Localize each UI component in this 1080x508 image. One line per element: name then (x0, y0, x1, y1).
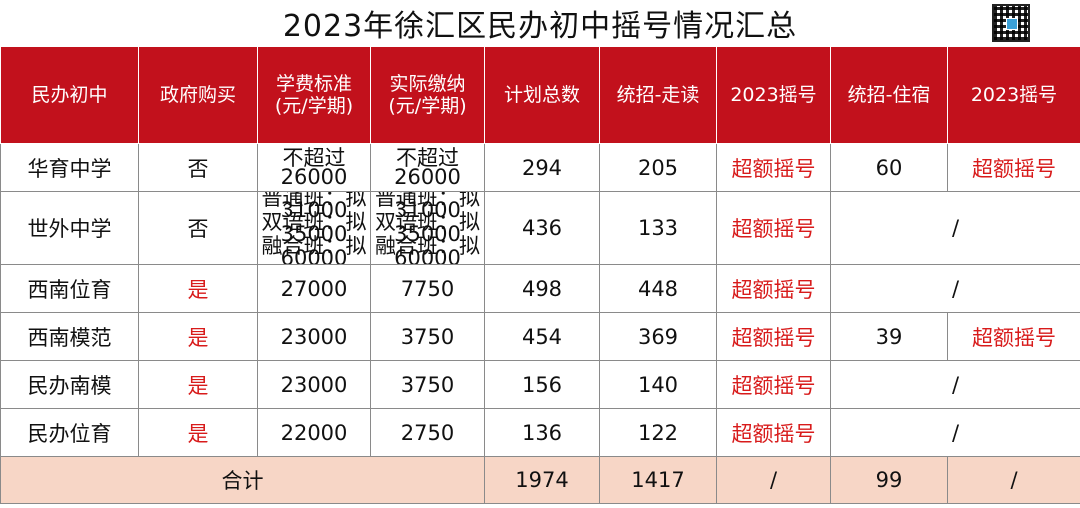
gov-purchase: 是 (139, 313, 258, 361)
header-cell: 计划总数 (485, 47, 600, 144)
school-name: 华育中学 (1, 144, 139, 192)
plan-total: 136 (485, 409, 600, 457)
actual-paid: 3750 (371, 361, 485, 409)
gov-purchase: 是 (139, 265, 258, 313)
table-row: 西南模范 是 23000 3750 454 369 超额摇号 39 超额摇号 (1, 313, 1080, 361)
actual-paid: 2750 (371, 409, 485, 457)
header-cell: 实际缴纳 (元/学期) (371, 47, 485, 144)
table-row: 世外中学 否 普通班：拟31000 双语班：拟35000 融合班：拟60000 … (1, 192, 1080, 265)
header-cell: 政府购买 (139, 47, 258, 144)
table-row: 西南位育 是 27000 7750 498 448 超额摇号 / (1, 265, 1080, 313)
school-name: 民办南模 (1, 361, 139, 409)
walk-in-quota: 140 (600, 361, 717, 409)
total-row: 合计 1974 1417 / 99 / (1, 457, 1080, 504)
header-cell: 2023摇号 (948, 47, 1080, 144)
summary-table: 民办初中 政府购买 学费标准 (元/学期) 实际缴纳 (元/学期) 计划总数 统… (0, 46, 1080, 504)
walk-in-quota: 133 (600, 192, 717, 265)
header-cell: 2023摇号 (717, 47, 831, 144)
total-walk: 1417 (600, 457, 717, 504)
gov-purchase: 是 (139, 409, 258, 457)
school-name: 世外中学 (1, 192, 139, 265)
lottery-board: 超额摇号 (948, 313, 1080, 361)
boarding-merged: / (831, 409, 1080, 457)
walk-in-quota: 369 (600, 313, 717, 361)
lottery-walk: 超额摇号 (717, 409, 831, 457)
boarding-merged: / (831, 361, 1080, 409)
boarding-merged: / (831, 265, 1080, 313)
tuition-standard: 27000 (258, 265, 371, 313)
total-lottery-walk: / (717, 457, 831, 504)
table-row: 民办南模 是 23000 3750 156 140 超额摇号 / (1, 361, 1080, 409)
lottery-walk: 超额摇号 (717, 265, 831, 313)
walk-in-quota: 448 (600, 265, 717, 313)
school-name: 西南位育 (1, 265, 139, 313)
walk-in-quota: 122 (600, 409, 717, 457)
gov-purchase: 否 (139, 144, 258, 192)
plan-total: 454 (485, 313, 600, 361)
actual-paid: 7750 (371, 265, 485, 313)
total-lottery-board: / (948, 457, 1080, 504)
actual-paid: 普通班：拟31000 双语班：拟35000 融合班：拟60000 (371, 192, 485, 265)
actual-paid: 3750 (371, 313, 485, 361)
gov-purchase: 否 (139, 192, 258, 265)
header-row: 民办初中 政府购买 学费标准 (元/学期) 实际缴纳 (元/学期) 计划总数 统… (1, 47, 1080, 144)
plan-total: 436 (485, 192, 600, 265)
qr-code-icon (992, 4, 1030, 42)
school-name: 民办位育 (1, 409, 139, 457)
actual-paid: 不超过 26000 (371, 144, 485, 192)
page-title: 2023年徐汇区民办初中摇号情况汇总 (0, 0, 1080, 46)
lottery-walk: 超额摇号 (717, 361, 831, 409)
tuition-standard: 23000 (258, 361, 371, 409)
header-cell: 统招-走读 (600, 47, 717, 144)
header-cell: 民办初中 (1, 47, 139, 144)
plan-total: 294 (485, 144, 600, 192)
header-cell: 学费标准 (元/学期) (258, 47, 371, 144)
tuition-standard: 普通班：拟31000 双语班：拟35000 融合班：拟60000 (258, 192, 371, 265)
boarding-quota: 60 (831, 144, 948, 192)
lottery-walk: 超额摇号 (717, 192, 831, 265)
tuition-standard: 23000 (258, 313, 371, 361)
boarding-merged: / (831, 192, 1080, 265)
plan-total: 498 (485, 265, 600, 313)
lottery-walk: 超额摇号 (717, 313, 831, 361)
lottery-walk: 超额摇号 (717, 144, 831, 192)
total-plan: 1974 (485, 457, 600, 504)
table-row: 民办位育 是 22000 2750 136 122 超额摇号 / (1, 409, 1080, 457)
tuition-standard: 22000 (258, 409, 371, 457)
school-name: 西南模范 (1, 313, 139, 361)
plan-total: 156 (485, 361, 600, 409)
total-board: 99 (831, 457, 948, 504)
gov-purchase: 是 (139, 361, 258, 409)
walk-in-quota: 205 (600, 144, 717, 192)
lottery-board: 超额摇号 (948, 144, 1080, 192)
total-label: 合计 (1, 457, 485, 504)
table-row: 华育中学 否 不超过 26000 不超过 26000 294 205 超额摇号 … (1, 144, 1080, 192)
header-cell: 统招-住宿 (831, 47, 948, 144)
tuition-standard: 不超过 26000 (258, 144, 371, 192)
boarding-quota: 39 (831, 313, 948, 361)
